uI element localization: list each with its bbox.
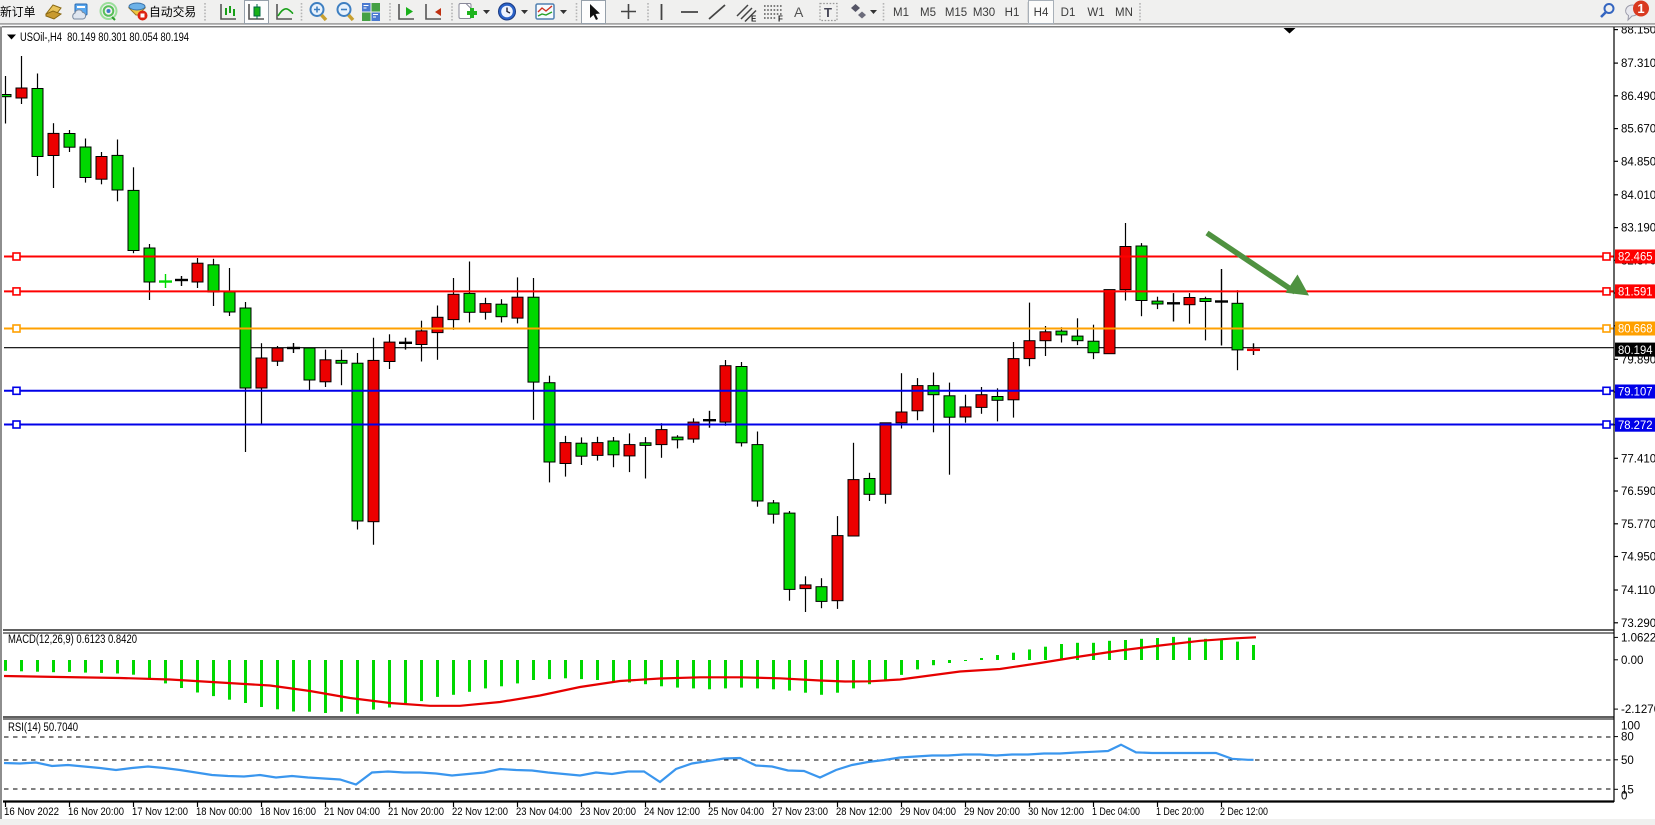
svg-text:1 Dec 04:00: 1 Dec 04:00 [1092, 806, 1140, 818]
svg-text:M15: M15 [945, 7, 967, 19]
svg-text:25 Nov 04:00: 25 Nov 04:00 [708, 806, 764, 818]
svg-text:F: F [778, 15, 783, 24]
svg-text:新订单: 新订单 [0, 5, 36, 19]
svg-text:18 Nov 16:00: 18 Nov 16:00 [260, 806, 316, 818]
svg-text:50: 50 [1621, 755, 1634, 767]
svg-text:79.890: 79.890 [1621, 354, 1655, 366]
svg-text:1 Dec 20:00: 1 Dec 20:00 [1156, 806, 1204, 818]
svg-text:29 Nov 20:00: 29 Nov 20:00 [964, 806, 1020, 818]
svg-text:0: 0 [1621, 791, 1627, 803]
svg-text:85.670: 85.670 [1621, 124, 1655, 136]
svg-text:29 Nov 04:00: 29 Nov 04:00 [900, 806, 956, 818]
svg-text:USOil-,H4 80.149 80.301 80.05: USOil-,H4 80.149 80.301 80.054 80.194 [20, 32, 189, 44]
svg-text:M1: M1 [893, 7, 909, 19]
svg-text:30 Nov 12:00: 30 Nov 12:00 [1028, 806, 1084, 818]
svg-text:80: 80 [1621, 732, 1634, 744]
svg-text:-2.1276: -2.1276 [1621, 704, 1655, 716]
svg-text:A: A [794, 4, 804, 20]
svg-text:W1: W1 [1087, 7, 1104, 19]
svg-text:16 Nov 20:00: 16 Nov 20:00 [68, 806, 124, 818]
svg-text:1.0622: 1.0622 [1621, 632, 1655, 644]
svg-text:16 Nov 2022: 16 Nov 2022 [4, 806, 59, 818]
svg-text:79.107: 79.107 [1618, 387, 1653, 399]
svg-text:84.010: 84.010 [1621, 190, 1655, 202]
svg-text:80.194: 80.194 [1618, 345, 1653, 357]
svg-text:MACD(12,26,9) 0.6123 0.8420: MACD(12,26,9) 0.6123 0.8420 [8, 634, 137, 646]
svg-text:88.150: 88.150 [1621, 25, 1655, 37]
svg-text:27 Nov 23:00: 27 Nov 23:00 [772, 806, 828, 818]
svg-text:T: T [824, 5, 832, 20]
svg-text:H1: H1 [1005, 7, 1020, 19]
svg-text:74.110: 74.110 [1621, 585, 1655, 597]
svg-text:100: 100 [1621, 721, 1640, 733]
svg-text:78.272: 78.272 [1618, 420, 1653, 432]
svg-text:75.770: 75.770 [1621, 519, 1655, 531]
svg-text:RSI(14) 50.7040: RSI(14) 50.7040 [8, 722, 78, 734]
svg-text:18 Nov 00:00: 18 Nov 00:00 [196, 806, 252, 818]
svg-text:82.465: 82.465 [1618, 252, 1653, 264]
svg-text:87.310: 87.310 [1621, 58, 1655, 70]
svg-text:2 Dec 12:00: 2 Dec 12:00 [1220, 806, 1268, 818]
svg-text:H4: H4 [1034, 7, 1049, 19]
svg-text:24 Nov 12:00: 24 Nov 12:00 [644, 806, 700, 818]
svg-text:自动交易: 自动交易 [149, 5, 196, 19]
svg-text:21 Nov 04:00: 21 Nov 04:00 [324, 806, 380, 818]
svg-text:83.190: 83.190 [1621, 223, 1655, 235]
svg-text:77.410: 77.410 [1621, 453, 1655, 465]
svg-text:M5: M5 [920, 7, 936, 19]
svg-text:1: 1 [1637, 1, 1644, 16]
svg-text:23 Nov 04:00: 23 Nov 04:00 [516, 806, 572, 818]
svg-text:D1: D1 [1061, 7, 1076, 19]
svg-text:86.490: 86.490 [1621, 91, 1655, 103]
svg-text:17 Nov 12:00: 17 Nov 12:00 [132, 806, 188, 818]
svg-text:84.850: 84.850 [1621, 156, 1655, 168]
svg-text:23 Nov 20:00: 23 Nov 20:00 [580, 806, 636, 818]
svg-text:74.950: 74.950 [1621, 552, 1655, 564]
svg-text:15: 15 [1621, 784, 1634, 796]
svg-text:76.590: 76.590 [1621, 486, 1655, 498]
svg-text:28 Nov 12:00: 28 Nov 12:00 [836, 806, 892, 818]
svg-text:73.290: 73.290 [1621, 618, 1655, 630]
svg-text:21 Nov 20:00: 21 Nov 20:00 [388, 806, 444, 818]
svg-text:E: E [751, 15, 757, 24]
svg-text:M30: M30 [973, 7, 995, 19]
svg-text:0.00: 0.00 [1621, 655, 1643, 667]
svg-text:80.668: 80.668 [1618, 324, 1653, 336]
svg-text:81.591: 81.591 [1618, 287, 1653, 299]
svg-text:MN: MN [1115, 7, 1133, 19]
svg-text:22 Nov 12:00: 22 Nov 12:00 [452, 806, 508, 818]
